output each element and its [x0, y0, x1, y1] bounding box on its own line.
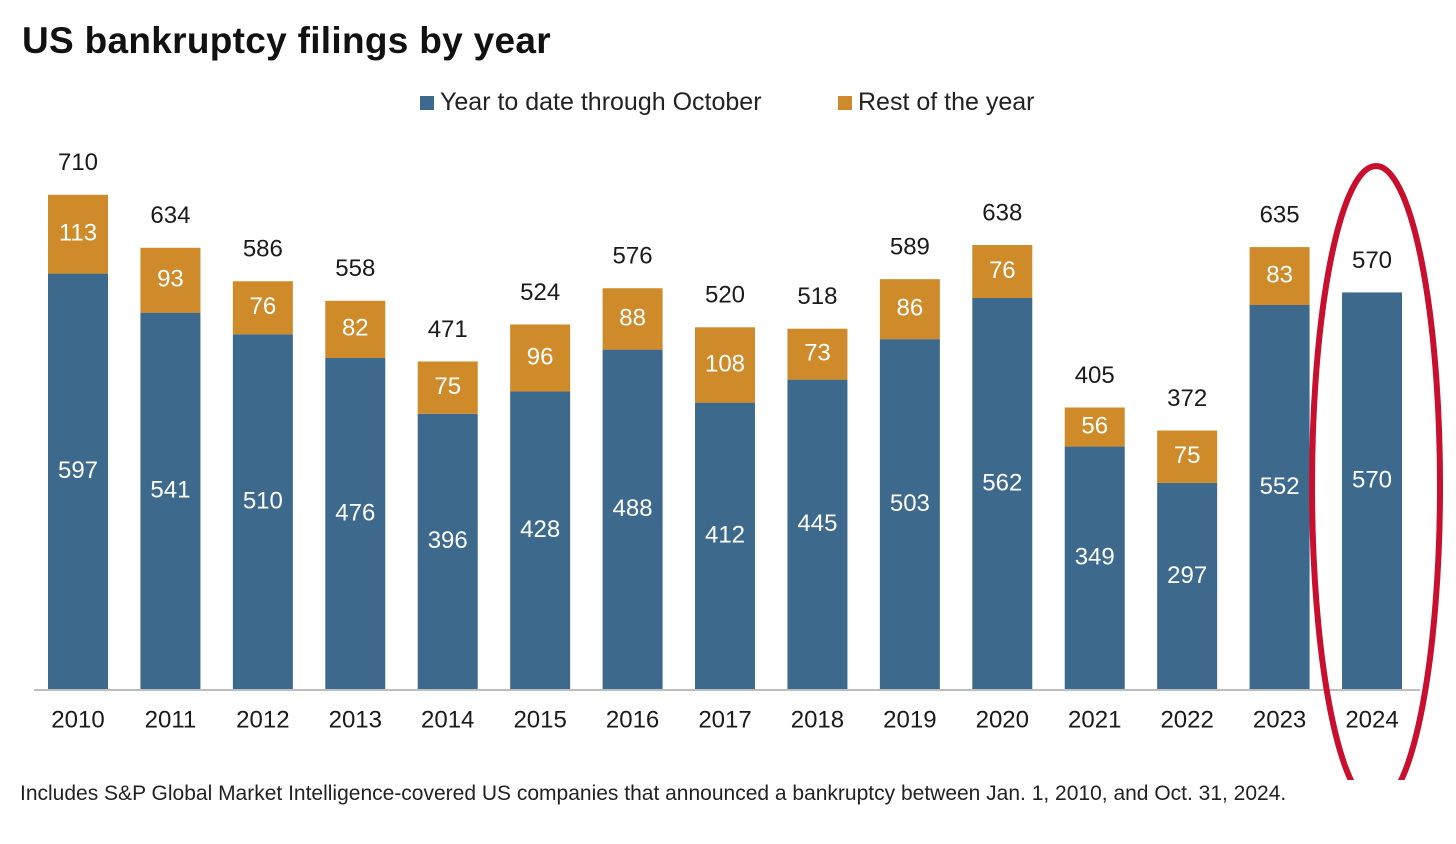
bar-label-rest-2016: 88 [619, 304, 646, 331]
x-tick-2014: 2014 [421, 706, 474, 733]
x-tick-2021: 2021 [1068, 706, 1121, 733]
x-tick-2018: 2018 [791, 706, 844, 733]
bar-total-2011: 634 [150, 202, 190, 229]
bar-label-rest-2023: 83 [1266, 261, 1293, 288]
bar-label-ytd-2012: 510 [243, 487, 283, 514]
bar-rest-2010 [48, 194, 108, 274]
x-tick-2011: 2011 [145, 706, 197, 733]
bar-total-2014: 471 [428, 316, 468, 343]
x-tick-2020: 2020 [976, 706, 1029, 733]
bar-rest-2014 [417, 361, 478, 414]
chart-footnote: Includes S&P Global Market Intelligence-… [20, 782, 1287, 805]
legend-label-ytd: Year to date through October [440, 88, 762, 116]
bar-total-2013: 558 [335, 255, 375, 282]
bar-rest-2011 [140, 247, 201, 313]
bar-total-2018: 518 [797, 283, 837, 310]
bar-label-ytd-2022: 297 [1167, 562, 1207, 589]
x-tick-2013: 2013 [329, 706, 382, 733]
bar-ytd-2011 [140, 312, 201, 690]
legend-item-rest: Rest of the year [838, 88, 1034, 117]
bar-total-2023: 635 [1260, 201, 1300, 228]
bar-rest-2016 [602, 288, 663, 350]
bar-total-2020: 638 [982, 199, 1022, 226]
x-tick-2022: 2022 [1160, 706, 1213, 733]
bar-label-ytd-2020: 562 [982, 469, 1022, 496]
bar-rest-2021 [1064, 407, 1125, 447]
bar-total-2019: 589 [890, 234, 930, 261]
bar-label-ytd-2019: 503 [890, 490, 930, 517]
bar-ytd-2010 [48, 273, 108, 690]
legend-swatch-rest [838, 95, 852, 110]
legend-swatch-ytd [420, 95, 434, 110]
chart-legend: Year to date through October Rest of the… [0, 88, 1456, 120]
chart-title: US bankruptcy filings by year [22, 20, 551, 61]
bar-label-rest-2018: 73 [804, 339, 831, 366]
bar-ytd-2024 [1342, 292, 1403, 690]
x-tick-2012: 2012 [236, 706, 289, 733]
bar-ytd-2020 [972, 298, 1033, 690]
bar-ytd-2019 [879, 339, 940, 690]
bar-ytd-2016 [602, 349, 663, 690]
x-tick-2023: 2023 [1253, 706, 1306, 733]
bar-ytd-2013 [325, 357, 386, 690]
bar-rest-2017 [695, 327, 756, 403]
bar-ytd-2014 [417, 413, 478, 690]
bar-ytd-2017 [695, 402, 756, 690]
bar-label-ytd-2018: 445 [797, 510, 837, 537]
bar-label-rest-2015: 96 [527, 343, 554, 370]
bar-label-ytd-2010: 597 [58, 457, 98, 484]
bankruptcy-bar-chart: 597 113 710 2010 541 93 634 2011 510 76 586 2012 476… [34, 149, 1444, 780]
x-tick-2024: 2024 [1345, 706, 1398, 733]
bar-label-rest-2019: 86 [897, 295, 924, 322]
bar-ytd-2021 [1064, 446, 1125, 690]
bar-label-ytd-2023: 552 [1260, 473, 1300, 500]
bar-label-rest-2020: 76 [989, 257, 1016, 284]
bar-ytd-2015 [510, 391, 571, 690]
bar-rest-2013 [325, 300, 386, 358]
bar-label-rest-2012: 76 [250, 293, 277, 320]
bar-total-2021: 405 [1075, 362, 1115, 389]
bar-label-ytd-2021: 349 [1075, 544, 1115, 571]
x-tick-2017: 2017 [698, 706, 751, 733]
bar-rest-2022 [1157, 430, 1218, 483]
bar-rest-2020 [972, 244, 1033, 299]
bar-label-ytd-2011: 541 [150, 477, 190, 504]
bar-total-2012: 586 [243, 236, 283, 263]
bar-label-rest-2013: 82 [342, 315, 369, 342]
bar-label-rest-2022: 75 [1174, 442, 1201, 469]
x-tick-2019: 2019 [883, 706, 936, 733]
bar-total-2017: 520 [705, 282, 745, 309]
bar-ytd-2023 [1249, 304, 1310, 690]
bar-rest-2018 [787, 328, 848, 380]
bar-rest-2015 [510, 324, 571, 392]
bar-total-2015: 524 [520, 279, 560, 306]
bar-ytd-2012 [232, 334, 293, 690]
bar-total-2024: 570 [1352, 247, 1392, 274]
x-tick-2010: 2010 [51, 706, 104, 733]
bar-label-ytd-2017: 412 [705, 522, 745, 549]
bar-rest-2023 [1249, 247, 1310, 305]
bar-ytd-2022 [1157, 482, 1218, 690]
bar-label-rest-2017: 108 [705, 350, 745, 377]
bar-label-ytd-2014: 396 [428, 527, 468, 554]
x-tick-2015: 2015 [513, 706, 566, 733]
x-tick-2016: 2016 [606, 706, 659, 733]
bar-rest-2012 [232, 281, 293, 335]
bar-label-ytd-2024: 570 [1352, 467, 1392, 494]
bar-label-ytd-2015: 428 [520, 516, 560, 543]
legend-item-ytd: Year to date through October [420, 88, 762, 117]
bar-label-rest-2011: 93 [157, 266, 184, 293]
legend-label-rest: Rest of the year [858, 88, 1035, 116]
bar-total-2022: 372 [1167, 385, 1207, 412]
highlight-ellipse-2024 [1309, 163, 1444, 780]
bar-label-ytd-2016: 488 [613, 495, 653, 522]
bar-rest-2019 [879, 279, 940, 340]
bar-label-rest-2021: 56 [1081, 412, 1108, 439]
bar-label-rest-2014: 75 [434, 373, 461, 400]
bar-total-2010: 710 [58, 149, 98, 176]
bar-label-ytd-2013: 476 [335, 499, 375, 526]
bar-total-2016: 576 [613, 243, 653, 270]
bar-label-rest-2010: 113 [59, 220, 97, 247]
bar-ytd-2018 [787, 379, 848, 690]
